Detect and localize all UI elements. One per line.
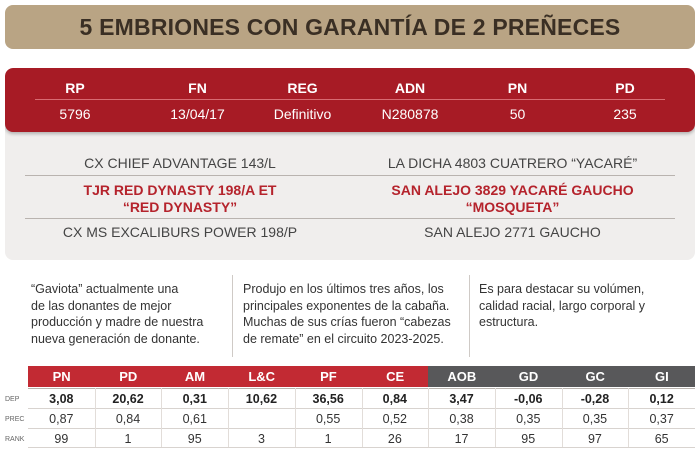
value-rp: 5796 (59, 106, 91, 122)
stats-cell: 0,87 (49, 412, 74, 426)
value-reg: Definitivo (273, 106, 332, 122)
stats-cell: 0,37 (649, 412, 674, 426)
stats-header-gd: GD (494, 366, 563, 387)
pedigree-divider-top (25, 175, 675, 176)
stats-cell: 95 (187, 432, 202, 446)
pedigree-dam-dam: SAN ALEJO 2771 GAUCHO (424, 224, 601, 240)
pedigree-dam: SAN ALEJO 3829 YACARÉ GAUCHO “MOSQUETA” (350, 182, 675, 216)
stats-header-ce: CE (361, 366, 429, 387)
stats-cell: 95 (521, 432, 536, 446)
label-pn: PN (507, 80, 528, 96)
label-adn: ADN (394, 80, 426, 96)
description-donor: “Gaviota” actualmente una de las donante… (31, 281, 231, 347)
stats-column-divider (228, 388, 230, 447)
stats-cell: -0,28 (580, 392, 610, 406)
description-line: Es para destacar su volúmen, (479, 282, 645, 296)
description-line: estructura. (479, 315, 539, 329)
pedigree-sire-nickname: “RED DYNASTY” (122, 199, 238, 215)
stats-column-divider (628, 388, 630, 447)
stats-row-divider (28, 447, 695, 448)
animal-info-panel: RP FN REG ADN PN PD 5796 13/04/17 Defini… (5, 68, 695, 260)
stats-cell: 3 (257, 432, 265, 446)
pedigree-dam-name: SAN ALEJO 3829 YACARÉ GAUCHO (391, 182, 634, 198)
stats-column-divider (494, 388, 496, 447)
pedigree-divider-bottom (25, 218, 675, 219)
identification-values: 5796 13/04/17 Definitivo N280878 50 235 (5, 106, 695, 122)
stats-header-pn: PN (28, 366, 96, 387)
value-pn: 50 (509, 106, 526, 122)
stats-column-divider (294, 388, 296, 447)
stats-cell: 0,38 (449, 412, 474, 426)
stats-cell: 1 (324, 432, 332, 446)
stats-header-am: AM (161, 366, 229, 387)
stats-cell: 0,55 (315, 412, 341, 426)
stats-column-divider (361, 388, 363, 447)
stats-row-label: RANK (5, 436, 25, 443)
stats-cell: 65 (654, 432, 669, 446)
value-pd: 235 (613, 106, 637, 122)
description-line: de remate” en el circuito 2023-2025. (243, 331, 444, 346)
stats-cell: 0,35 (582, 412, 608, 426)
title-banner: 5 EMBRIONES CON GARANTÍA DE 2 PREÑECES (5, 5, 695, 49)
description-traits: Es para destacar su volúmen, calidad rac… (479, 281, 689, 331)
stats-row-label: DEP (5, 396, 20, 403)
pedigree-sire-sire: CX CHIEF ADVANTAGE 143/L (84, 155, 276, 171)
description-line: principales exponentes de la cabaña. (243, 298, 450, 313)
stats-header-gi: GI (628, 366, 696, 387)
pedigree-sire-name: TJR RED DYNASTY 198/A ET (83, 182, 277, 198)
pedigree-dam-sire: LA DICHA 4803 CUATRERO “YACARÉ” (387, 155, 638, 171)
stats-cell: -0,06 (513, 392, 543, 406)
label-reg: REG (287, 80, 318, 96)
stats-row-label: PREC (5, 416, 25, 423)
description-offspring: Produjo en los últimos tres años, los pr… (243, 281, 468, 347)
pedigree-dam-nickname: “MOSQUETA” (465, 199, 560, 215)
stats-cell: 0,84 (382, 392, 408, 406)
stats-header-pf: PF (294, 366, 362, 387)
stats-cell: 0,12 (649, 392, 674, 406)
description-line: nueva generación de donante. (31, 331, 200, 346)
stats-cell: 3,08 (49, 392, 74, 406)
value-adn: N280878 (381, 106, 439, 122)
identification-header: RP FN REG ADN PN PD 5796 13/04/17 Defini… (5, 68, 695, 132)
stats-cell: 0,31 (182, 392, 207, 406)
stats-cell: 1 (124, 432, 132, 446)
label-rp: RP (65, 80, 85, 96)
stats-cell: 99 (54, 432, 69, 446)
stats-cell: 20,62 (112, 392, 144, 406)
label-fn: FN (188, 80, 207, 96)
description-line: calidad racial, largo corporal y (479, 298, 646, 313)
pedigree-sire-dam: CX MS EXCALIBURS POWER 198/P (62, 224, 298, 240)
stats-cell: 10,62 (245, 392, 278, 406)
stats-cell: 26 (387, 432, 402, 446)
page-title: 5 EMBRIONES CON GARANTÍA DE 2 PREÑECES (79, 13, 621, 40)
stats-header-gc: GC (561, 366, 629, 387)
stats-cell: 3,47 (449, 392, 474, 406)
stats-column-divider (428, 388, 430, 447)
stats-cell: 0,52 (382, 412, 408, 426)
stats-column-divider (161, 388, 163, 447)
stats-header-lc: L&C (228, 366, 296, 387)
stats-column-divider (561, 388, 563, 447)
stats-cell: 0,61 (182, 412, 207, 426)
stats-cell: 17 (454, 432, 469, 446)
stats-cell: 0,35 (516, 412, 541, 426)
stats-cell: 97 (587, 432, 602, 446)
description-line: Muchas de sus crías fueron “cabezas (243, 315, 451, 329)
description-line: Produjo en los últimos tres años, los (243, 282, 444, 296)
description-divider (469, 275, 470, 357)
label-pd: PD (615, 80, 635, 96)
identification-labels: RP FN REG ADN PN PD (5, 80, 695, 96)
description-line: de las donantes de mejor (31, 298, 172, 313)
stats-column-divider (94, 388, 96, 447)
stats-header-pd: PD (94, 366, 162, 387)
description-divider (232, 275, 233, 357)
pedigree-sire: TJR RED DYNASTY 198/A ET “RED DYNASTY” (25, 182, 335, 216)
stats-cell: 0,84 (115, 412, 141, 426)
value-fn: 13/04/17 (170, 106, 225, 122)
description-line: producción y madre de nuestra (31, 315, 204, 329)
stats-cell: 36,56 (312, 392, 344, 406)
stats-header-aob: AOB (428, 366, 496, 387)
description-line: “Gaviota” actualmente una (31, 282, 179, 296)
identification-divider (35, 99, 665, 100)
